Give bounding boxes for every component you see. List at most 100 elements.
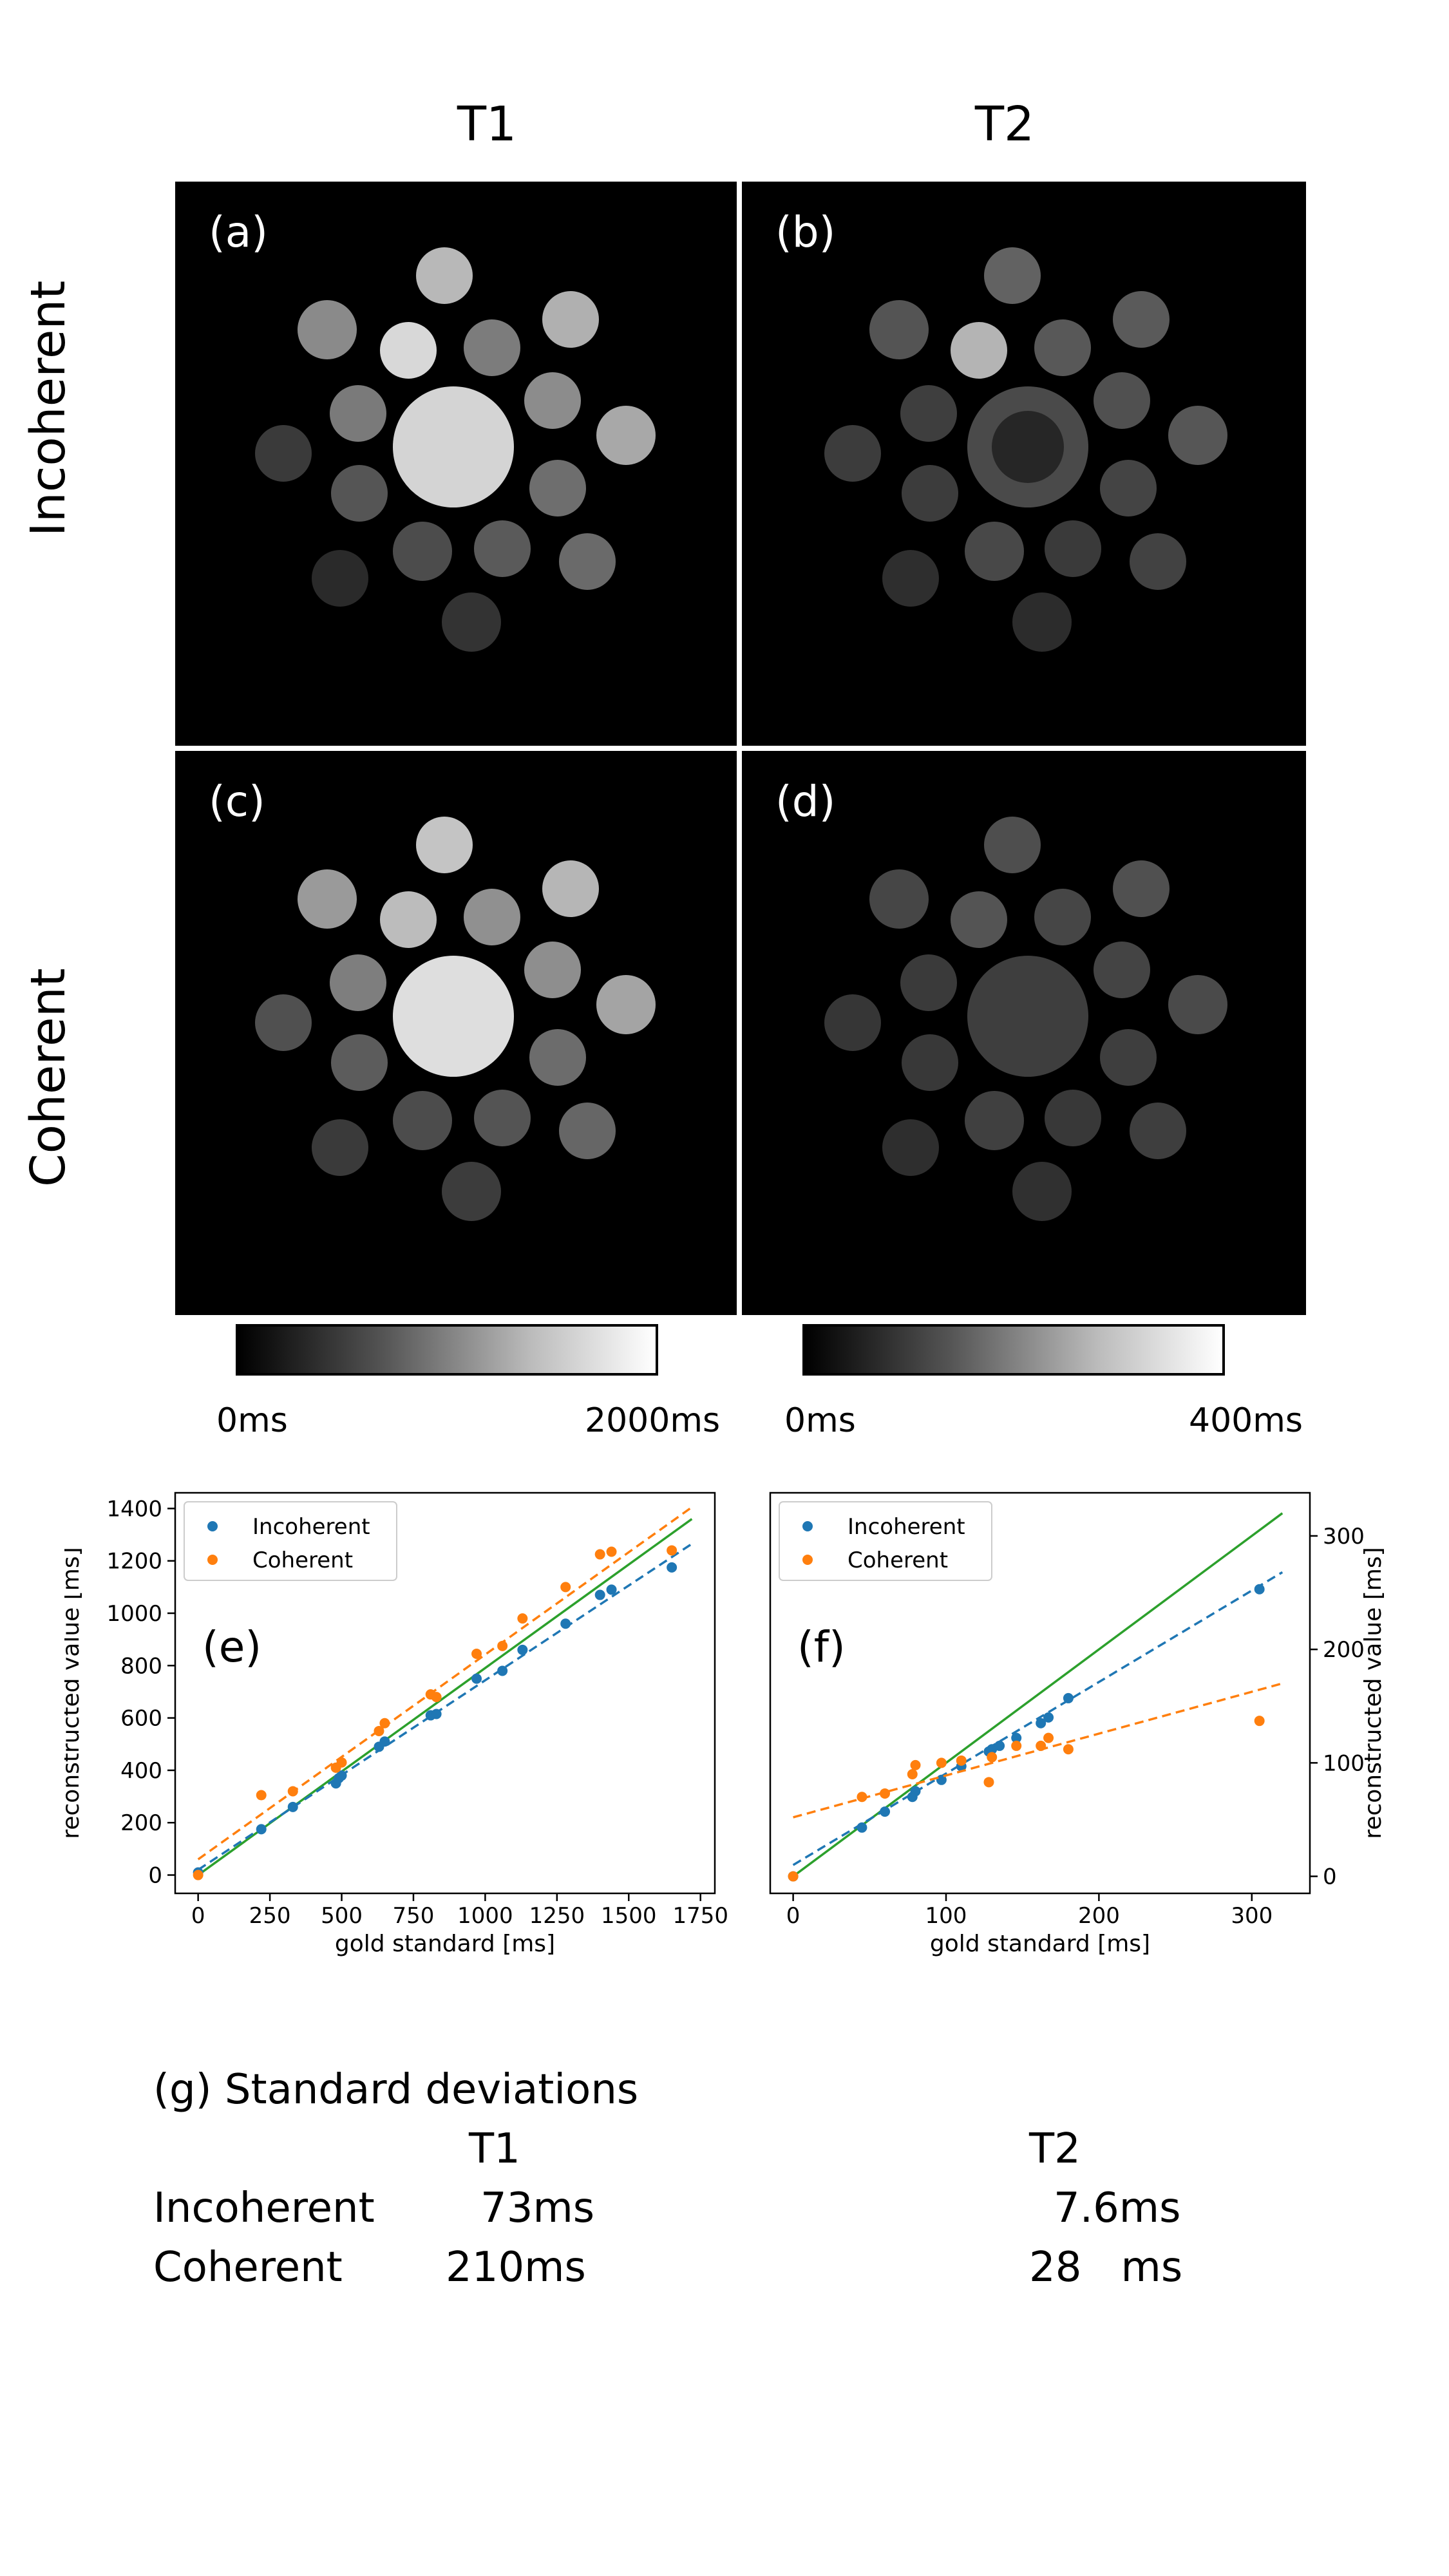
- data-point-coherent: [193, 1870, 204, 1880]
- y-tick-label: 0: [1323, 1864, 1337, 1890]
- y-tick-label: 200: [1323, 1637, 1365, 1663]
- panel-label-d: (d): [775, 777, 836, 826]
- data-point-incoherent: [1063, 1692, 1074, 1703]
- identity-line: [792, 1512, 1283, 1877]
- data-point-coherent: [517, 1613, 528, 1624]
- y-tick-label: 400: [120, 1758, 162, 1784]
- phantom-t1-coherent: [255, 817, 656, 1221]
- y-tick-label: 1400: [106, 1496, 162, 1522]
- fit-line-incoherent: [792, 1571, 1283, 1866]
- row-header-coherent: Coherent: [21, 968, 76, 1187]
- map-panel-a: (a): [175, 182, 737, 746]
- colorbar-t2-max-label: 400ms: [1189, 1401, 1303, 1440]
- scatter-chart-t1: 0 250 500 750 1000 1250 1500 1750 0 200 400 600 800 1…: [64, 1492, 728, 1957]
- data-point-coherent: [471, 1649, 482, 1660]
- data-point-coherent: [667, 1545, 677, 1556]
- data-point-coherent: [1011, 1740, 1022, 1751]
- data-point-incoherent: [606, 1584, 617, 1595]
- data-point-incoherent: [936, 1774, 947, 1785]
- x-tick-label: 0: [786, 1903, 800, 1929]
- data-point-incoherent: [880, 1806, 891, 1817]
- data-point-incoherent: [594, 1589, 605, 1600]
- colorbar-t1-max-label: 2000ms: [585, 1401, 721, 1440]
- data-point-incoherent: [560, 1618, 571, 1629]
- data-point-coherent: [936, 1757, 947, 1768]
- y-tick-label: 100: [1323, 1750, 1365, 1776]
- fit-line-coherent: [197, 1506, 693, 1861]
- x-axis-label: gold standard [ms]: [335, 1931, 555, 1957]
- map-panel-c: (c): [175, 751, 737, 1315]
- legend-marker-incoherent: [802, 1521, 813, 1531]
- data-point-coherent: [606, 1546, 617, 1557]
- data-point-incoherent: [287, 1801, 298, 1812]
- y-tick-label: 200: [120, 1810, 162, 1836]
- legend-marker-coherent: [802, 1555, 813, 1565]
- data-point-coherent: [287, 1786, 298, 1797]
- phantom-t2-incoherent: [824, 247, 1227, 652]
- table-col-header-t2: T2: [1029, 2125, 1081, 2173]
- x-axis-label: gold standard [ms]: [930, 1931, 1150, 1957]
- data-point-incoherent: [994, 1740, 1005, 1751]
- table-cell-incoherent-t2: 7.6ms: [1054, 2184, 1181, 2232]
- x-tick-label: 500: [321, 1903, 363, 1929]
- y-axis-label: reconstructed value [ms]: [1360, 1547, 1387, 1839]
- data-point-incoherent: [1254, 1584, 1265, 1595]
- phantom-t1-incoherent: [255, 247, 656, 652]
- x-tick-label: 1000: [457, 1903, 513, 1929]
- fit-line-incoherent: [197, 1542, 693, 1871]
- panel-label-c: (c): [209, 777, 265, 826]
- colorbar-t2-min-label: 0ms: [784, 1401, 856, 1440]
- legend-marker-coherent: [207, 1555, 218, 1565]
- legend-label-incoherent: Incoherent: [252, 1514, 370, 1540]
- chart-panel-label: (f): [797, 1622, 846, 1672]
- legend-label-coherent: Coherent: [848, 1548, 948, 1573]
- phantom-t2-coherent: [824, 817, 1227, 1221]
- data-point-coherent: [857, 1792, 867, 1803]
- data-point-coherent: [560, 1582, 571, 1593]
- data-point-coherent: [1063, 1744, 1074, 1755]
- data-point-incoherent: [1036, 1718, 1046, 1728]
- scatter-chart-t2: 0 100 200 300 0 100 200 300 gold standard [ms] re…: [769, 1492, 1387, 1957]
- x-tick-label: 1750: [672, 1903, 728, 1929]
- y-tick-label: 600: [120, 1706, 162, 1732]
- legend-box: [779, 1501, 992, 1581]
- data-point-incoherent: [379, 1736, 390, 1747]
- legend-box: [184, 1501, 397, 1581]
- table-cell-coherent-t1: 210ms: [446, 2244, 586, 2291]
- data-point-coherent: [431, 1692, 442, 1703]
- colorbar-t1-min-label: 0ms: [216, 1401, 288, 1440]
- x-tick-label: 1500: [601, 1903, 657, 1929]
- data-point-incoherent: [497, 1665, 508, 1676]
- table-cell-coherent-t2: 28 ms: [1029, 2244, 1183, 2291]
- data-point-coherent: [379, 1718, 390, 1728]
- y-tick-label: 0: [148, 1863, 162, 1889]
- x-tick-label: 0: [191, 1903, 205, 1929]
- data-point-coherent: [497, 1640, 508, 1651]
- data-point-incoherent: [256, 1824, 267, 1835]
- table-col-header-t1: T1: [469, 2125, 520, 2173]
- data-point-incoherent: [431, 1709, 442, 1719]
- data-point-coherent: [907, 1768, 918, 1779]
- data-point-incoherent: [910, 1786, 921, 1797]
- row-header-incoherent: Incoherent: [21, 280, 76, 536]
- y-tick-label: 1000: [106, 1601, 162, 1627]
- chart-panel-label: (e): [202, 1622, 261, 1672]
- data-point-coherent: [374, 1725, 384, 1736]
- y-tick-label: 1200: [106, 1549, 162, 1575]
- plot-frame: [174, 1492, 716, 1895]
- table-title: (g) Standard deviations: [153, 2066, 639, 2114]
- data-point-incoherent: [1043, 1712, 1054, 1723]
- legend-label-incoherent: Incoherent: [848, 1514, 965, 1540]
- map-panel-b: (b): [742, 182, 1306, 746]
- data-point-incoherent: [517, 1644, 528, 1655]
- data-point-coherent: [956, 1755, 967, 1766]
- plot-frame: [769, 1492, 1311, 1895]
- data-point-coherent: [336, 1757, 347, 1768]
- data-point-coherent: [880, 1788, 891, 1799]
- data-point-coherent: [594, 1549, 605, 1560]
- y-axis-label: reconstructed value [ms]: [64, 1547, 84, 1839]
- y-tick-label: 800: [120, 1653, 162, 1679]
- table-row-label-coherent: Coherent: [153, 2244, 343, 2291]
- x-tick-label: 750: [393, 1903, 435, 1929]
- column-header-t1: T1: [457, 97, 517, 152]
